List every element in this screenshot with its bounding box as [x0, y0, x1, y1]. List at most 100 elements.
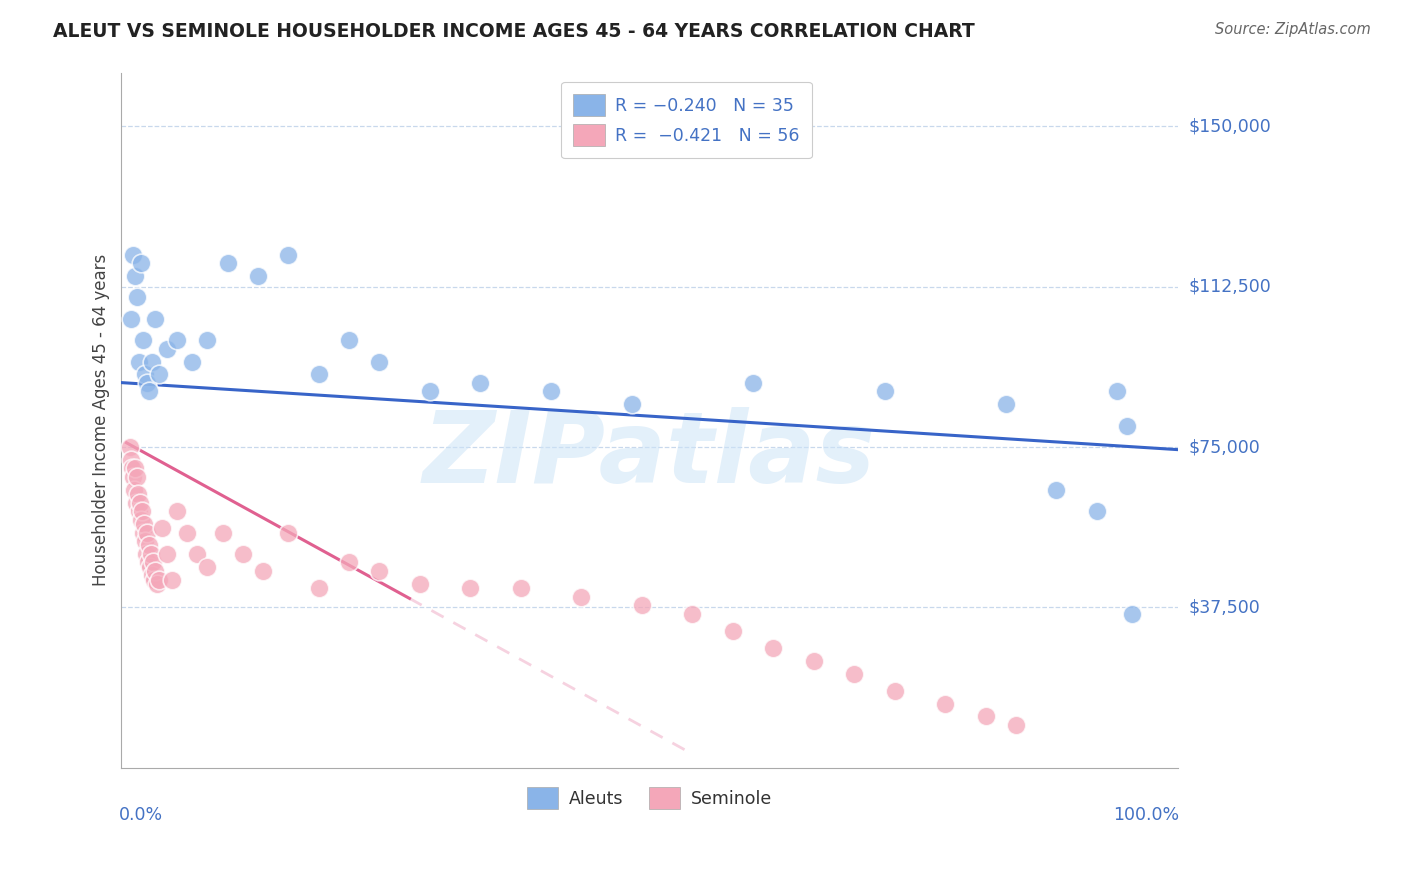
- Point: [232, 547, 254, 561]
- Text: 0.0%: 0.0%: [120, 805, 163, 824]
- Point: [803, 654, 825, 668]
- Point: [631, 599, 654, 613]
- Point: [141, 568, 163, 582]
- Point: [135, 525, 157, 540]
- Point: [252, 564, 274, 578]
- Point: [139, 559, 162, 574]
- Point: [337, 556, 360, 570]
- Point: [762, 640, 785, 655]
- Point: [120, 453, 142, 467]
- Point: [974, 709, 997, 723]
- Point: [368, 354, 391, 368]
- Point: [458, 581, 481, 595]
- Point: [124, 461, 146, 475]
- Point: [129, 256, 152, 270]
- Point: [742, 376, 765, 390]
- Text: $112,500: $112,500: [1188, 277, 1271, 296]
- Point: [156, 547, 179, 561]
- Point: [994, 397, 1017, 411]
- Point: [135, 547, 157, 561]
- Point: [308, 581, 330, 595]
- Point: [337, 333, 360, 347]
- Point: [118, 440, 141, 454]
- Point: [124, 495, 146, 509]
- Point: [176, 525, 198, 540]
- Point: [131, 333, 153, 347]
- Point: [139, 547, 162, 561]
- Point: [148, 573, 170, 587]
- Point: [121, 461, 143, 475]
- Point: [1105, 384, 1128, 399]
- Point: [308, 368, 330, 382]
- Point: [132, 516, 155, 531]
- Point: [1116, 418, 1139, 433]
- Point: [131, 504, 153, 518]
- Point: [141, 354, 163, 368]
- Point: [419, 384, 441, 399]
- Point: [211, 525, 233, 540]
- Point: [682, 607, 704, 621]
- Legend: Aleuts, Seminole: Aleuts, Seminole: [515, 775, 785, 822]
- Text: Source: ZipAtlas.com: Source: ZipAtlas.com: [1215, 22, 1371, 37]
- Point: [138, 384, 160, 399]
- Point: [166, 333, 188, 347]
- Point: [142, 556, 165, 570]
- Point: [129, 513, 152, 527]
- Point: [1005, 718, 1028, 732]
- Point: [883, 683, 905, 698]
- Text: ALEUT VS SEMINOLE HOUSEHOLDER INCOME AGES 45 - 64 YEARS CORRELATION CHART: ALEUT VS SEMINOLE HOUSEHOLDER INCOME AGE…: [53, 22, 976, 41]
- Point: [873, 384, 896, 399]
- Point: [125, 470, 148, 484]
- Point: [128, 354, 150, 368]
- Point: [186, 547, 208, 561]
- Point: [143, 311, 166, 326]
- Point: [246, 268, 269, 283]
- Point: [131, 525, 153, 540]
- Point: [166, 504, 188, 518]
- Point: [146, 577, 169, 591]
- Point: [195, 559, 218, 574]
- Point: [128, 504, 150, 518]
- Point: [620, 397, 643, 411]
- Text: $150,000: $150,000: [1188, 118, 1271, 136]
- Point: [470, 376, 492, 390]
- Point: [160, 573, 183, 587]
- Point: [124, 268, 146, 283]
- Point: [156, 342, 179, 356]
- Point: [181, 354, 204, 368]
- Point: [1085, 504, 1108, 518]
- Point: [509, 581, 531, 595]
- Point: [136, 556, 159, 570]
- Point: [121, 248, 143, 262]
- Y-axis label: Householder Income Ages 45 - 64 years: Householder Income Ages 45 - 64 years: [93, 254, 110, 586]
- Point: [128, 495, 150, 509]
- Point: [540, 384, 562, 399]
- Text: 100.0%: 100.0%: [1114, 805, 1180, 824]
- Point: [195, 333, 218, 347]
- Point: [135, 376, 157, 390]
- Point: [120, 311, 142, 326]
- Point: [1121, 607, 1143, 621]
- Point: [150, 521, 173, 535]
- Point: [127, 487, 149, 501]
- Point: [122, 483, 145, 497]
- Text: $75,000: $75,000: [1188, 438, 1261, 456]
- Point: [844, 666, 866, 681]
- Point: [934, 697, 956, 711]
- Point: [134, 368, 156, 382]
- Point: [277, 248, 299, 262]
- Point: [138, 538, 160, 552]
- Point: [217, 256, 239, 270]
- Point: [277, 525, 299, 540]
- Point: [125, 290, 148, 304]
- Point: [143, 564, 166, 578]
- Text: $37,500: $37,500: [1188, 599, 1261, 616]
- Point: [148, 368, 170, 382]
- Point: [408, 577, 430, 591]
- Text: ZIPatlas: ZIPatlas: [423, 407, 876, 504]
- Point: [134, 534, 156, 549]
- Point: [368, 564, 391, 578]
- Point: [121, 470, 143, 484]
- Point: [142, 573, 165, 587]
- Point: [721, 624, 744, 638]
